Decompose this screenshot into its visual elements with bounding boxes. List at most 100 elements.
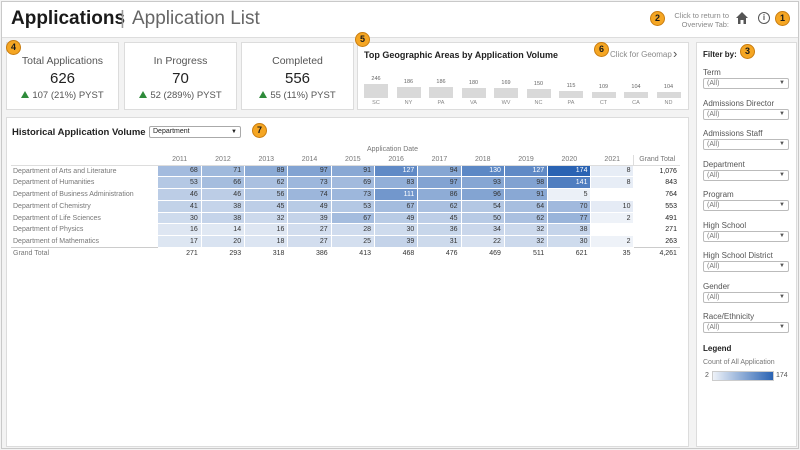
heat-cell[interactable]: 271 xyxy=(158,247,202,260)
heat-cell[interactable]: 14 xyxy=(201,223,246,237)
heat-cell[interactable]: 93 xyxy=(461,176,505,190)
heat-cell[interactable]: 476 xyxy=(417,247,462,260)
heat-cell[interactable]: 2 xyxy=(590,235,635,249)
heat-cell[interactable]: 73 xyxy=(331,188,375,201)
geo-bar[interactable] xyxy=(396,87,421,98)
heat-cell[interactable]: 62 xyxy=(417,200,462,213)
heat-cell[interactable]: 49 xyxy=(374,212,419,225)
heat-cell[interactable]: 46 xyxy=(201,188,246,201)
geo-bar[interactable] xyxy=(526,89,551,98)
filter-dropdown[interactable]: (All) ▼ xyxy=(703,261,789,272)
heat-cell[interactable]: 28 xyxy=(331,223,375,237)
heat-cell[interactable]: 45 xyxy=(244,200,289,213)
heat-cell[interactable]: 22 xyxy=(461,235,505,249)
heat-cell[interactable]: 8 xyxy=(590,165,635,178)
geo-bar[interactable] xyxy=(656,92,681,98)
heat-cell[interactable]: 16 xyxy=(244,223,289,237)
heat-cell[interactable]: 69 xyxy=(331,176,375,190)
heat-cell[interactable]: 49 xyxy=(287,200,332,213)
geo-bar[interactable] xyxy=(364,84,388,98)
heat-cell[interactable]: 56 xyxy=(244,188,289,201)
heat-cell[interactable]: 98 xyxy=(504,176,549,190)
heat-cell[interactable]: 53 xyxy=(158,176,202,190)
heat-cell[interactable]: 97 xyxy=(417,176,462,190)
heat-cell[interactable]: 96 xyxy=(461,188,505,201)
filter-dropdown[interactable]: (All) ▼ xyxy=(703,108,789,120)
filter-dropdown[interactable]: (All) ▼ xyxy=(703,230,789,242)
geo-bar[interactable] xyxy=(429,87,453,98)
heat-cell[interactable]: 111 xyxy=(374,188,419,201)
heat-cell[interactable]: 50 xyxy=(461,212,505,225)
heat-cell[interactable]: 468 xyxy=(374,247,419,260)
heat-cell[interactable]: 30 xyxy=(547,235,592,249)
heat-cell[interactable]: 27 xyxy=(287,223,332,237)
heat-cell[interactable]: 39 xyxy=(374,235,419,249)
heat-cell[interactable]: 293 xyxy=(201,247,246,260)
heat-cell[interactable]: 71 xyxy=(201,165,246,178)
heat-cell[interactable]: 91 xyxy=(504,188,549,201)
heat-cell[interactable]: 30 xyxy=(158,212,202,225)
geo-bar[interactable] xyxy=(461,87,486,98)
heat-cell[interactable]: 469 xyxy=(461,247,505,260)
heat-cell[interactable] xyxy=(590,223,635,237)
geo-bar[interactable] xyxy=(624,92,648,98)
heat-cell[interactable]: 621 xyxy=(547,247,592,260)
filter-dropdown[interactable]: (All) ▼ xyxy=(703,322,789,333)
heat-cell[interactable]: 32 xyxy=(244,212,289,225)
heat-cell[interactable]: 32 xyxy=(504,223,549,237)
heat-cell[interactable]: 10 xyxy=(590,200,635,213)
heat-cell[interactable]: 35 xyxy=(590,247,635,260)
heat-cell[interactable]: 64 xyxy=(504,200,549,213)
heat-cell[interactable]: 41 xyxy=(158,200,202,213)
heat-cell[interactable]: 39 xyxy=(287,212,332,225)
heat-cell[interactable]: 67 xyxy=(331,212,375,225)
heat-cell[interactable] xyxy=(590,188,635,201)
heat-cell[interactable]: 141 xyxy=(547,176,592,190)
heat-cell[interactable]: 54 xyxy=(461,200,505,213)
filter-dropdown[interactable]: (All) ▼ xyxy=(703,169,789,181)
heat-cell[interactable]: 17 xyxy=(158,235,202,249)
geo-bar[interactable] xyxy=(559,91,583,98)
heat-cell[interactable]: 386 xyxy=(287,247,332,260)
heat-cell[interactable]: 53 xyxy=(331,200,375,213)
heat-cell[interactable]: 5 xyxy=(547,188,592,201)
heat-cell[interactable]: 31 xyxy=(417,235,462,249)
heat-cell[interactable]: 86 xyxy=(417,188,462,201)
heat-cell[interactable]: 62 xyxy=(504,212,549,225)
heat-cell[interactable]: 413 xyxy=(331,247,375,260)
filter-dropdown[interactable]: (All) ▼ xyxy=(703,291,789,303)
heat-cell[interactable]: 62 xyxy=(244,176,289,190)
filter-dropdown[interactable]: (All) ▼ xyxy=(703,139,789,150)
heat-cell[interactable]: 46 xyxy=(158,188,202,201)
heat-cell[interactable]: 94 xyxy=(417,165,462,178)
heat-cell[interactable]: 130 xyxy=(461,165,505,178)
heat-cell[interactable]: 74 xyxy=(287,188,332,201)
dimension-dropdown[interactable]: Department ▼ xyxy=(149,126,241,138)
heat-cell[interactable]: 30 xyxy=(374,223,419,237)
heat-cell[interactable]: 127 xyxy=(374,165,419,178)
heat-cell[interactable]: 38 xyxy=(201,212,246,225)
heat-cell[interactable]: 38 xyxy=(201,200,246,213)
heat-cell[interactable]: 67 xyxy=(374,200,419,213)
info-icon[interactable]: i xyxy=(758,12,770,24)
heat-cell[interactable]: 38 xyxy=(547,223,592,237)
heat-cell[interactable]: 27 xyxy=(287,235,332,249)
heat-cell[interactable]: 77 xyxy=(547,212,592,225)
heat-cell[interactable]: 89 xyxy=(244,165,289,178)
heat-cell[interactable]: 8 xyxy=(590,176,635,190)
heat-cell[interactable]: 97 xyxy=(287,165,332,178)
geo-bar[interactable] xyxy=(494,88,518,98)
chevron-right-icon[interactable]: › xyxy=(673,46,678,61)
geo-bar[interactable] xyxy=(591,91,616,98)
heat-cell[interactable]: 2 xyxy=(590,212,635,225)
heat-cell[interactable]: 70 xyxy=(547,200,592,213)
heat-cell[interactable]: 83 xyxy=(374,176,419,190)
heat-cell[interactable]: 127 xyxy=(504,165,549,178)
filter-dropdown[interactable]: (All) ▼ xyxy=(703,200,789,211)
heat-cell[interactable]: 174 xyxy=(547,165,592,178)
heat-cell[interactable]: 91 xyxy=(331,165,375,178)
geomap-link[interactable]: Click for Geomap xyxy=(610,50,672,59)
heat-cell[interactable]: 36 xyxy=(417,223,462,237)
heat-cell[interactable]: 32 xyxy=(504,235,549,249)
heat-cell[interactable]: 73 xyxy=(287,176,332,190)
